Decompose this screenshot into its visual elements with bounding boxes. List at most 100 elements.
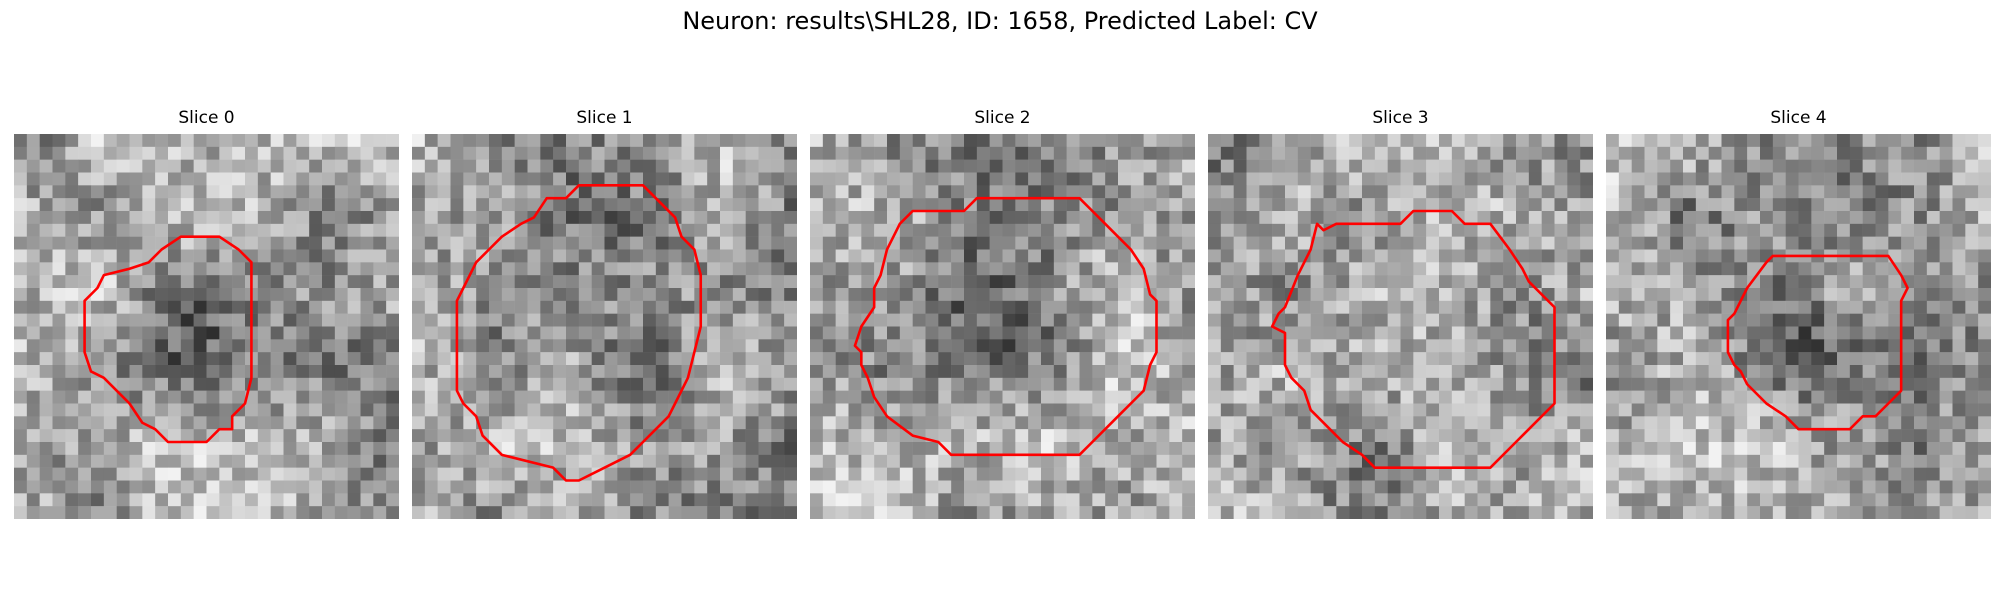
image-pixel	[245, 403, 259, 417]
image-pixel	[1310, 365, 1324, 379]
image-pixel	[745, 352, 759, 366]
image-pixel	[810, 300, 824, 314]
image-pixel	[540, 377, 554, 391]
image-pixel	[1490, 172, 1504, 186]
image-pixel	[26, 480, 40, 494]
image-pixel	[874, 467, 888, 481]
image-pixel	[899, 377, 913, 391]
image-pixel	[322, 506, 336, 519]
image-pixel	[1785, 442, 1799, 456]
image-pixel	[1169, 223, 1183, 237]
image-pixel	[1580, 467, 1593, 481]
image-pixel	[257, 416, 271, 430]
image-pixel	[707, 236, 721, 250]
image-pixel	[1914, 249, 1928, 263]
image-pixel	[1965, 211, 1979, 225]
image-pixel	[720, 403, 734, 417]
image-pixel	[822, 480, 836, 494]
image-pixel	[1169, 442, 1183, 456]
image-pixel	[1349, 262, 1363, 276]
image-pixel	[257, 134, 271, 148]
image-pixel	[14, 467, 28, 481]
image-pixel	[1644, 454, 1658, 468]
image-pixel	[604, 313, 618, 327]
image-pixel	[360, 403, 374, 417]
image-pixel	[1811, 262, 1825, 276]
image-pixel	[193, 288, 207, 302]
image-pixel	[103, 493, 117, 507]
image-pixel	[1156, 223, 1170, 237]
image-pixel	[450, 159, 464, 173]
image-pixel	[578, 339, 592, 353]
image-pixel	[1811, 339, 1825, 353]
image-pixel	[1336, 339, 1350, 353]
image-pixel	[1002, 300, 1016, 314]
image-pixel	[1464, 416, 1478, 430]
image-pixel	[1118, 185, 1132, 199]
image-pixel	[1772, 442, 1786, 456]
image-pixel	[527, 223, 541, 237]
image-pixel	[142, 377, 156, 391]
image-pixel	[1182, 339, 1195, 353]
image-pixel	[1657, 185, 1671, 199]
image-pixel	[1580, 198, 1593, 212]
image-pixel	[1503, 365, 1517, 379]
image-pixel	[26, 172, 40, 186]
image-pixel	[1246, 339, 1260, 353]
image-pixel	[553, 442, 567, 456]
image-pixel	[347, 262, 361, 276]
image-pixel	[758, 249, 772, 263]
image-pixel	[1901, 146, 1915, 160]
image-pixel	[1734, 172, 1748, 186]
image-pixel	[771, 454, 785, 468]
image-pixel	[26, 493, 40, 507]
image-pixel	[1413, 249, 1427, 263]
image-pixel	[142, 390, 156, 404]
image-pixel	[1053, 211, 1067, 225]
image-pixel	[1477, 377, 1491, 391]
image-pixel	[1541, 275, 1555, 289]
image-pixel	[1734, 262, 1748, 276]
image-pixel	[1400, 493, 1414, 507]
image-pixel	[1567, 429, 1581, 443]
image-pixel	[1015, 172, 1029, 186]
image-pixel	[668, 352, 682, 366]
image-pixel	[1631, 249, 1645, 263]
slice-title: Slice 1	[576, 108, 633, 128]
image-pixel	[1939, 198, 1953, 212]
image-pixel	[1901, 223, 1915, 237]
image-pixel	[771, 146, 785, 160]
image-pixel	[976, 249, 990, 263]
image-pixel	[874, 146, 888, 160]
image-pixel	[604, 403, 618, 417]
image-pixel	[1400, 223, 1414, 237]
image-pixel	[643, 416, 657, 430]
image-pixel	[1567, 288, 1581, 302]
image-pixel	[1092, 159, 1106, 173]
image-pixel	[938, 377, 952, 391]
image-pixel	[1888, 134, 1902, 148]
image-pixel	[437, 313, 451, 327]
image-pixel	[1477, 390, 1491, 404]
image-pixel	[1015, 493, 1029, 507]
image-pixel	[1914, 480, 1928, 494]
image-pixel	[142, 352, 156, 366]
image-pixel	[1618, 236, 1632, 250]
image-pixel	[296, 467, 310, 481]
image-pixel	[1875, 467, 1889, 481]
image-pixel	[1862, 236, 1876, 250]
image-pixel	[1451, 454, 1465, 468]
image-pixel	[1824, 223, 1838, 237]
image-pixel	[206, 416, 220, 430]
image-pixel	[1888, 506, 1902, 519]
image-pixel	[989, 159, 1003, 173]
image-pixel	[822, 442, 836, 456]
image-pixel	[655, 339, 669, 353]
image-pixel	[1875, 172, 1889, 186]
image-pixel	[360, 211, 374, 225]
image-pixel	[1118, 480, 1132, 494]
slice-image	[14, 134, 399, 519]
image-pixel	[887, 300, 901, 314]
image-pixel	[14, 198, 28, 212]
image-pixel	[219, 506, 233, 519]
